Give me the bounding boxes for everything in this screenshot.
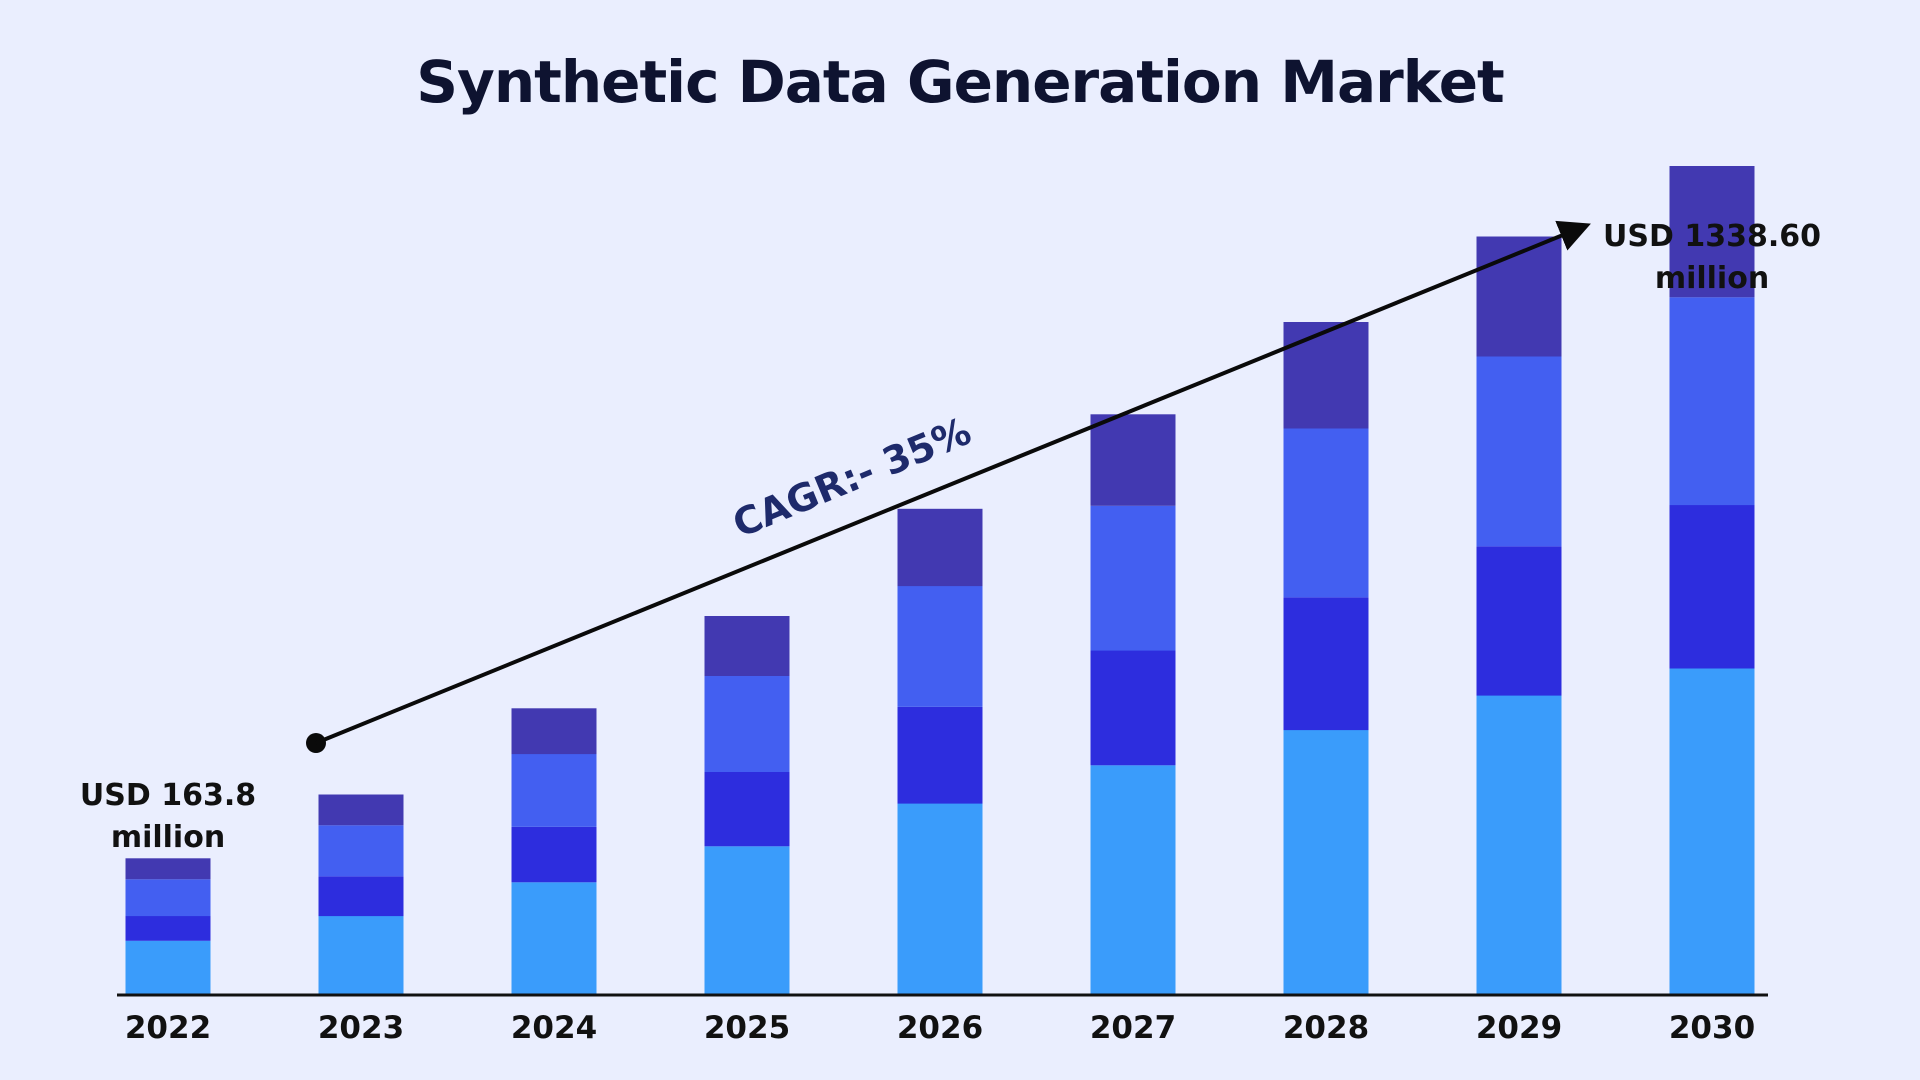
bar-segment-2024-s3: [511, 754, 597, 827]
bar-segment-2028-s2: [1283, 597, 1369, 731]
bars-group: [125, 166, 1755, 995]
bar-segment-2024-s2: [511, 826, 597, 883]
bar-segment-2028-s3: [1283, 428, 1369, 598]
bar-segment-2026-s4: [897, 508, 983, 587]
x-tick-label-2025: 2025: [704, 1010, 790, 1046]
bar-segment-2023-s2: [318, 876, 404, 917]
bar-segment-2027-s3: [1090, 505, 1176, 651]
bar-segment-2029-s2: [1476, 546, 1562, 696]
start-value-label-line1: USD 163.8: [80, 778, 256, 813]
bar-segment-2027-s2: [1090, 650, 1176, 766]
bar-segment-2024-s1: [511, 882, 597, 995]
bar-segment-2030-s2: [1669, 505, 1755, 669]
bar-segment-2024-s4: [511, 708, 597, 755]
end-value-label-line2: million: [1655, 261, 1769, 296]
trend-arrow: [315, 220, 1591, 745]
bar-segment-2026-s3: [897, 586, 983, 707]
x-tick-label-2028: 2028: [1283, 1010, 1369, 1046]
x-tick-labels: 2022 2023 2024 2025 2026 2027 2028 2029 2030: [125, 1010, 1755, 1046]
end-value-label-line1: USD 1338.60: [1603, 219, 1821, 254]
bar-segment-2025-s3: [704, 676, 790, 772]
bar-segment-2029-s3: [1476, 356, 1562, 547]
bar-segment-2028-s1: [1283, 730, 1369, 994]
bar-segment-2025-s2: [704, 772, 790, 847]
bar-segment-2023-s1: [318, 916, 404, 994]
start-value-label-line2: million: [111, 820, 225, 855]
chart-title: Synthetic Data Generation Market: [416, 48, 1504, 116]
bar-segment-2022-s3: [125, 879, 211, 917]
bar-segment-2028-s4: [1283, 322, 1369, 429]
bar-segment-2026-s1: [897, 803, 983, 994]
bar-segment-2030-s4: [1669, 166, 1755, 298]
bar-segment-2030-s3: [1669, 297, 1755, 506]
bar-segment-2027-s1: [1090, 765, 1176, 995]
x-tick-label-2030: 2030: [1669, 1010, 1755, 1046]
x-tick-label-2022: 2022: [125, 1010, 211, 1046]
bar-segment-2025-s1: [704, 846, 790, 995]
x-tick-label-2027: 2027: [1090, 1010, 1176, 1046]
bar-segment-2030-s1: [1669, 668, 1755, 994]
bar-segment-2023-s4: [318, 794, 404, 826]
x-tick-label-2029: 2029: [1476, 1010, 1562, 1046]
bar-segment-2025-s4: [704, 616, 790, 676]
bar-segment-2022-s2: [125, 916, 211, 941]
bar-segment-2027-s4: [1090, 414, 1176, 506]
bar-segment-2022-s1: [125, 940, 211, 995]
x-tick-label-2024: 2024: [511, 1010, 597, 1046]
bar-segment-2029-s4: [1476, 236, 1562, 357]
bar-segment-2029-s1: [1476, 695, 1562, 994]
bar-segment-2026-s2: [897, 706, 983, 804]
x-tick-label-2023: 2023: [318, 1010, 404, 1046]
x-tick-label-2026: 2026: [897, 1010, 983, 1046]
bar-segment-2023-s3: [318, 825, 404, 877]
bar-segment-2022-s4: [125, 858, 211, 880]
